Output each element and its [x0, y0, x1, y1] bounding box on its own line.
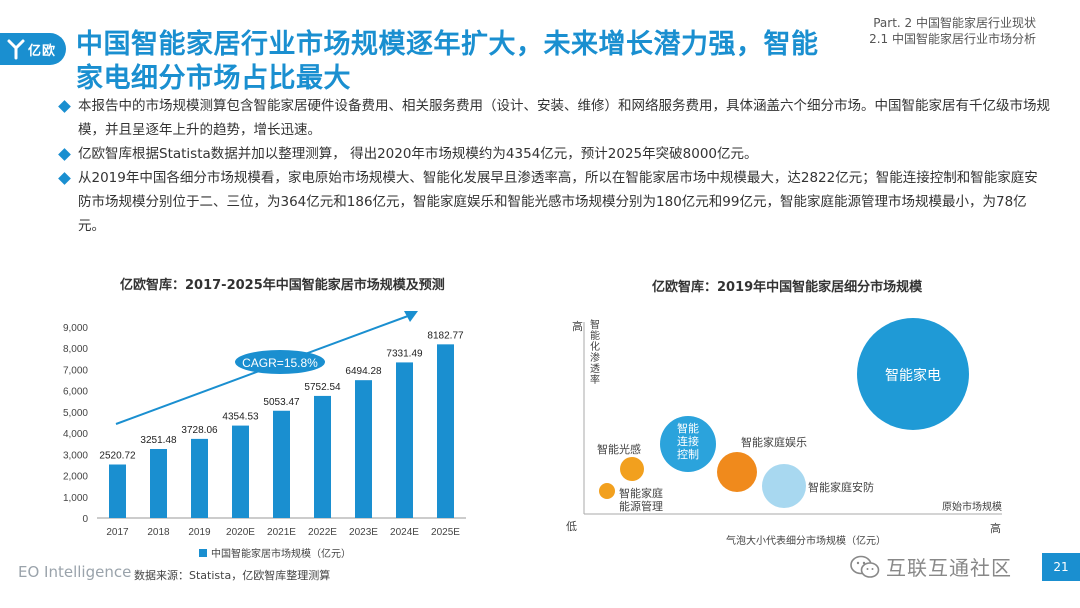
watermark-text: 互联互通社区: [886, 556, 1012, 580]
bubble-label-line: 连接: [677, 435, 699, 448]
y-tick-label: 4,000: [63, 429, 88, 440]
cagr-badge: [235, 350, 325, 374]
y-tick-label: 2,000: [63, 472, 88, 483]
legend-swatch: [199, 549, 207, 557]
bubble-label: 智能家庭娱乐: [741, 435, 807, 449]
cagr-label: CAGR=15.8%: [242, 356, 318, 370]
bullet-item: 从2019年中国各细分市场规模看，家电原始市场规模大、智能化发展早且渗透率高，所…: [58, 166, 1050, 238]
x-tick-label: 2024E: [390, 527, 419, 538]
bullet-text: 亿欧智库根据Statista数据并加以整理测算， 得出2020年市场规模约为43…: [78, 146, 758, 162]
y-axis-high-label: 高: [572, 319, 583, 333]
bubble-label-line: 能源管理: [619, 499, 663, 513]
bar-value-label: 2520.72: [99, 451, 136, 462]
bar: [109, 464, 126, 518]
bubble-label: 智能家庭安防: [808, 480, 874, 494]
y-tick-label: 8,000: [63, 344, 88, 355]
part-label: Part. 2 中国智能家居行业现状: [873, 16, 1036, 30]
bubble-label: 智能家电: [885, 367, 941, 383]
y-axis-label-char: 透: [590, 363, 600, 375]
bar-value-label: 7331.49: [386, 348, 423, 359]
bubble-label-line: 智能: [677, 421, 699, 435]
x-tick-label: 2023E: [349, 527, 378, 538]
watermark: 互联互通社区: [850, 552, 1012, 581]
brand-logo-text: 亿欧: [28, 43, 57, 59]
bubble: [857, 318, 969, 430]
y-axis-label-char: 渗: [590, 351, 600, 364]
bubble-chart-title: 亿欧智库：2019年中国智能家居细分市场规模: [652, 280, 923, 295]
x-tick-label: 2022E: [308, 527, 337, 538]
page-title: 中国智能家居行业市场规模逐年扩大，未来增长潜力强，智能家电细分市场占比最大: [76, 29, 819, 94]
y-tick-label: 3,000: [63, 450, 88, 461]
brand-mark-icon: [7, 39, 25, 60]
bullet-item: 亿欧智库根据Statista数据并加以整理测算， 得出2020年市场规模约为43…: [58, 142, 1050, 166]
bullet-list: 本报告中的市场规模测算包含智能家居硬件设备费用、相关服务费用（设计、安装、维修）…: [58, 94, 1050, 238]
bar-value-label: 5053.47: [263, 397, 300, 408]
bar-chart-title: 亿欧智库：2017-2025年中国智能家居市场规模及预测: [120, 278, 445, 293]
x-tick-label: 2020E: [226, 527, 255, 538]
bar-value-label: 3728.06: [181, 425, 218, 436]
bar: [396, 362, 413, 518]
bubble-label-line: 智能家庭娱乐: [741, 435, 807, 449]
bubble-label-line: 智能光感: [597, 442, 641, 456]
bubble-label: 智能光感: [597, 442, 641, 456]
y-tick-label: 5,000: [63, 408, 88, 419]
bullet-item: 本报告中的市场规模测算包含智能家居硬件设备费用、相关服务费用（设计、安装、维修）…: [58, 94, 1050, 142]
section-sublabel: 2.1 中国智能家居行业市场分析: [869, 32, 1036, 46]
bar: [232, 425, 249, 518]
bubble-label-line: 控制: [677, 447, 699, 461]
bubble-size-note: 气泡大小代表细分市场规模（亿元）: [726, 534, 886, 547]
chat-bubble-icon: [850, 555, 880, 578]
y-tick-label: 9,000: [63, 323, 88, 334]
bubble-label-line: 智能家庭: [619, 486, 663, 500]
y-tick-label: 6,000: [63, 387, 88, 398]
bullet-text: 从2019年中国各细分市场规模看，家电原始市场规模大、智能化发展早且渗透率高，所…: [78, 170, 1038, 234]
page-number: 21: [1042, 553, 1080, 581]
y-tick-label: 7,000: [63, 365, 88, 376]
y-tick-label: 1,000: [63, 493, 88, 504]
bar-value-label: 6494.28: [345, 366, 382, 377]
footer-brand: EO Intelligence: [18, 563, 132, 581]
x-tick-label: 2025E: [431, 527, 460, 538]
y-axis-label-char: 化: [590, 340, 600, 353]
bubble-label-line: 智能家庭安防: [808, 480, 874, 494]
bubble: [620, 457, 644, 481]
bubble: [599, 483, 615, 499]
bar-value-label: 8182.77: [427, 330, 464, 341]
bubble-label: 智能连接控制: [677, 421, 699, 461]
bar-value-label: 4354.53: [222, 412, 259, 423]
y-tick-label: 0: [82, 514, 88, 525]
y-axis-label-char: 智: [590, 318, 600, 331]
bar: [273, 410, 290, 518]
x-tick-label: 2021E: [267, 527, 296, 538]
bubble: [717, 452, 757, 492]
bubble-label-line: 智能家电: [885, 367, 941, 383]
brand-logo: 亿欧: [0, 33, 66, 65]
y-axis-label-char: 率: [590, 373, 600, 386]
bar: [314, 395, 331, 518]
y-axis-label-char: 能: [590, 329, 600, 342]
x-axis-label: 原始市场规模: [942, 500, 1002, 513]
bullet-text: 本报告中的市场规模测算包含智能家居硬件设备费用、相关服务费用（设计、安装、维修）…: [78, 98, 1050, 138]
x-axis-high-label: 高: [990, 521, 1001, 535]
x-tick-label: 2019: [188, 527, 211, 538]
bubble: [660, 416, 716, 472]
bubble-label: 智能家庭能源管理: [619, 486, 663, 513]
bar: [437, 344, 454, 518]
x-tick-label: 2018: [147, 527, 170, 538]
legend-label: 中国智能家居市场规模（亿元）: [211, 547, 351, 560]
source-note: 数据来源：Statista，亿欧智库整理测算: [134, 569, 331, 582]
bar: [355, 380, 372, 518]
bar-value-label: 5752.54: [304, 382, 341, 393]
y-axis-label: 智能化渗透率: [590, 318, 600, 386]
x-axis-low-label: 低: [566, 520, 577, 533]
x-tick-label: 2017: [106, 527, 129, 538]
bar: [150, 448, 167, 518]
bar: [191, 438, 208, 518]
trend-arrow-head-icon: [404, 311, 418, 322]
section-label: Part. 2 中国智能家居行业现状 2.1 中国智能家居行业市场分析: [869, 15, 1036, 47]
bubble: [762, 464, 806, 508]
bar-value-label: 3251.48: [140, 435, 177, 446]
